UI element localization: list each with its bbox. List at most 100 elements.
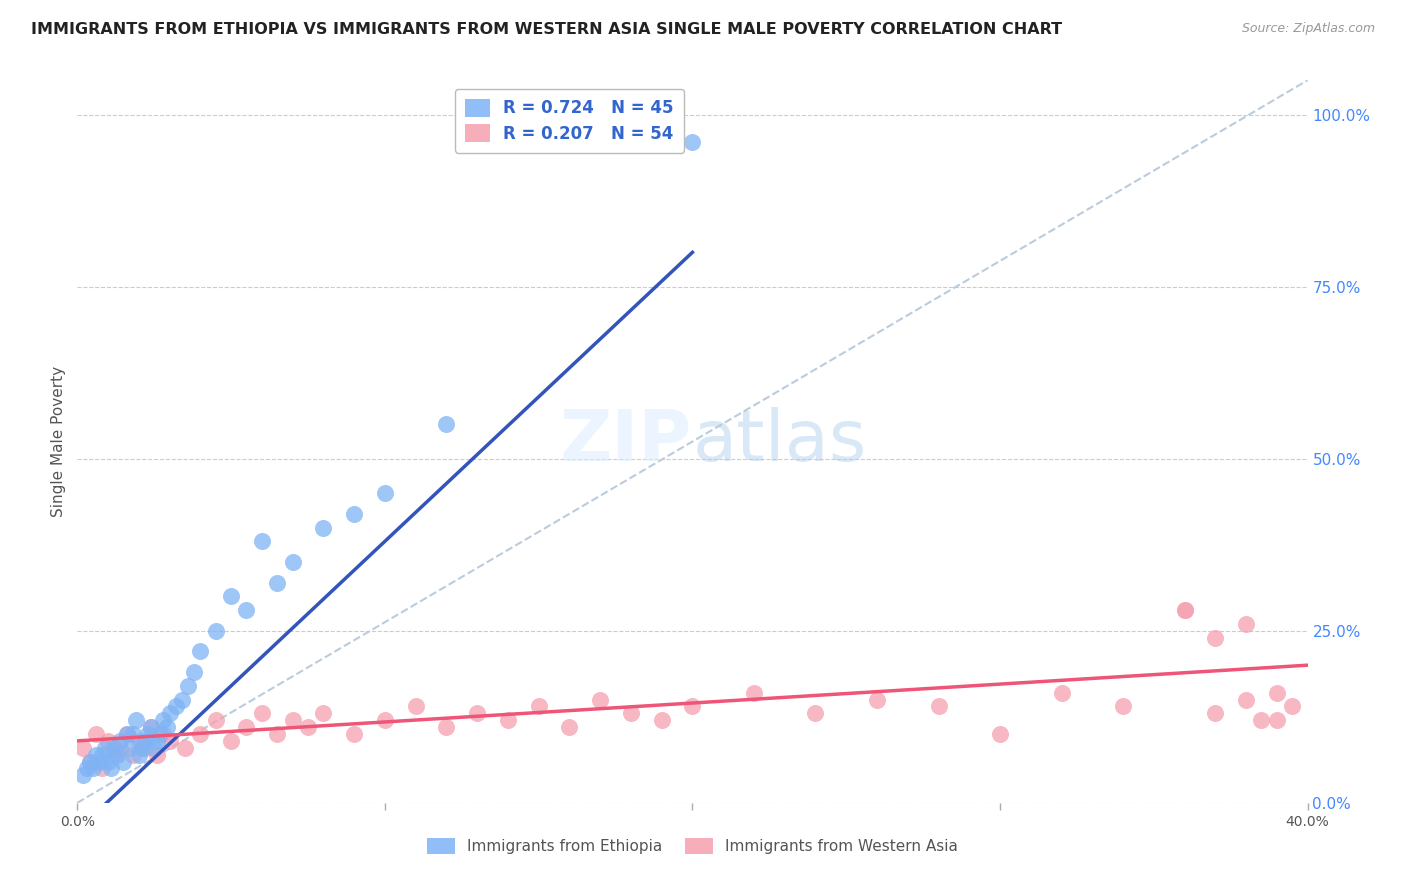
- Point: [1204, 706, 1226, 721]
- Point: [174, 740, 197, 755]
- Point: [141, 720, 163, 734]
- Point: [72, 768, 94, 782]
- Point: [1204, 631, 1226, 645]
- Point: [188, 644, 212, 658]
- Point: [1112, 699, 1135, 714]
- Point: [103, 747, 125, 762]
- Point: [87, 755, 110, 769]
- Point: [651, 713, 673, 727]
- Point: [436, 720, 458, 734]
- Point: [235, 603, 257, 617]
- Point: [146, 747, 169, 762]
- Point: [312, 706, 335, 721]
- Point: [266, 575, 288, 590]
- Text: IMMIGRANTS FROM ETHIOPIA VS IMMIGRANTS FROM WESTERN ASIA SINGLE MALE POVERTY COR: IMMIGRANTS FROM ETHIOPIA VS IMMIGRANTS F…: [31, 22, 1062, 37]
- Point: [159, 734, 181, 748]
- Point: [1174, 603, 1197, 617]
- Point: [72, 740, 94, 755]
- Point: [281, 555, 304, 569]
- Text: atlas: atlas: [693, 407, 868, 476]
- Point: [1234, 692, 1257, 706]
- Point: [90, 747, 114, 762]
- Point: [589, 692, 612, 706]
- Point: [152, 713, 174, 727]
- Point: [804, 706, 827, 721]
- Point: [84, 747, 107, 762]
- Point: [110, 734, 132, 748]
- Point: [82, 761, 104, 775]
- Text: ZIP: ZIP: [560, 407, 693, 476]
- Point: [170, 692, 193, 706]
- Point: [90, 761, 114, 775]
- Point: [100, 761, 122, 775]
- Point: [527, 699, 550, 714]
- Point: [84, 727, 107, 741]
- Point: [1265, 686, 1288, 700]
- Point: [94, 740, 117, 755]
- Point: [682, 135, 704, 149]
- Point: [128, 734, 150, 748]
- Point: [115, 727, 138, 741]
- Point: [97, 734, 120, 748]
- Point: [1250, 713, 1272, 727]
- Point: [235, 720, 257, 734]
- Legend: Immigrants from Ethiopia, Immigrants from Western Asia: Immigrants from Ethiopia, Immigrants fro…: [422, 832, 963, 860]
- Point: [155, 720, 177, 734]
- Point: [1174, 603, 1197, 617]
- Text: Source: ZipAtlas.com: Source: ZipAtlas.com: [1241, 22, 1375, 36]
- Point: [219, 590, 242, 604]
- Point: [131, 740, 153, 755]
- Point: [465, 706, 488, 721]
- Point: [374, 713, 396, 727]
- Point: [343, 507, 366, 521]
- Point: [105, 747, 128, 762]
- Point: [1281, 699, 1303, 714]
- Point: [134, 740, 156, 755]
- Point: [136, 727, 159, 741]
- Point: [405, 699, 427, 714]
- Point: [128, 747, 150, 762]
- Point: [183, 665, 205, 679]
- Point: [141, 720, 163, 734]
- Point: [118, 740, 141, 755]
- Point: [866, 692, 889, 706]
- Point: [266, 727, 288, 741]
- Point: [103, 740, 125, 755]
- Point: [121, 747, 143, 762]
- Point: [742, 686, 765, 700]
- Point: [312, 520, 335, 534]
- Point: [343, 727, 366, 741]
- Point: [165, 699, 187, 714]
- Point: [988, 727, 1011, 741]
- Point: [76, 761, 98, 775]
- Point: [112, 755, 135, 769]
- Point: [149, 727, 172, 741]
- Point: [1050, 686, 1073, 700]
- Point: [115, 727, 138, 741]
- Point: [134, 734, 156, 748]
- Point: [374, 486, 396, 500]
- Point: [250, 706, 273, 721]
- Point: [204, 713, 226, 727]
- Point: [281, 713, 304, 727]
- Point: [177, 679, 200, 693]
- Point: [121, 727, 143, 741]
- Point: [297, 720, 319, 734]
- Point: [159, 706, 181, 721]
- Point: [682, 699, 704, 714]
- Point: [436, 417, 458, 432]
- Point: [250, 534, 273, 549]
- Point: [97, 755, 120, 769]
- Point: [110, 740, 132, 755]
- Point: [1265, 713, 1288, 727]
- Point: [558, 720, 581, 734]
- Point: [79, 755, 101, 769]
- Point: [1234, 616, 1257, 631]
- Point: [79, 755, 101, 769]
- Y-axis label: Single Male Poverty: Single Male Poverty: [51, 366, 66, 517]
- Point: [620, 706, 643, 721]
- Point: [143, 740, 166, 755]
- Point: [219, 734, 242, 748]
- Point: [928, 699, 950, 714]
- Point: [125, 713, 148, 727]
